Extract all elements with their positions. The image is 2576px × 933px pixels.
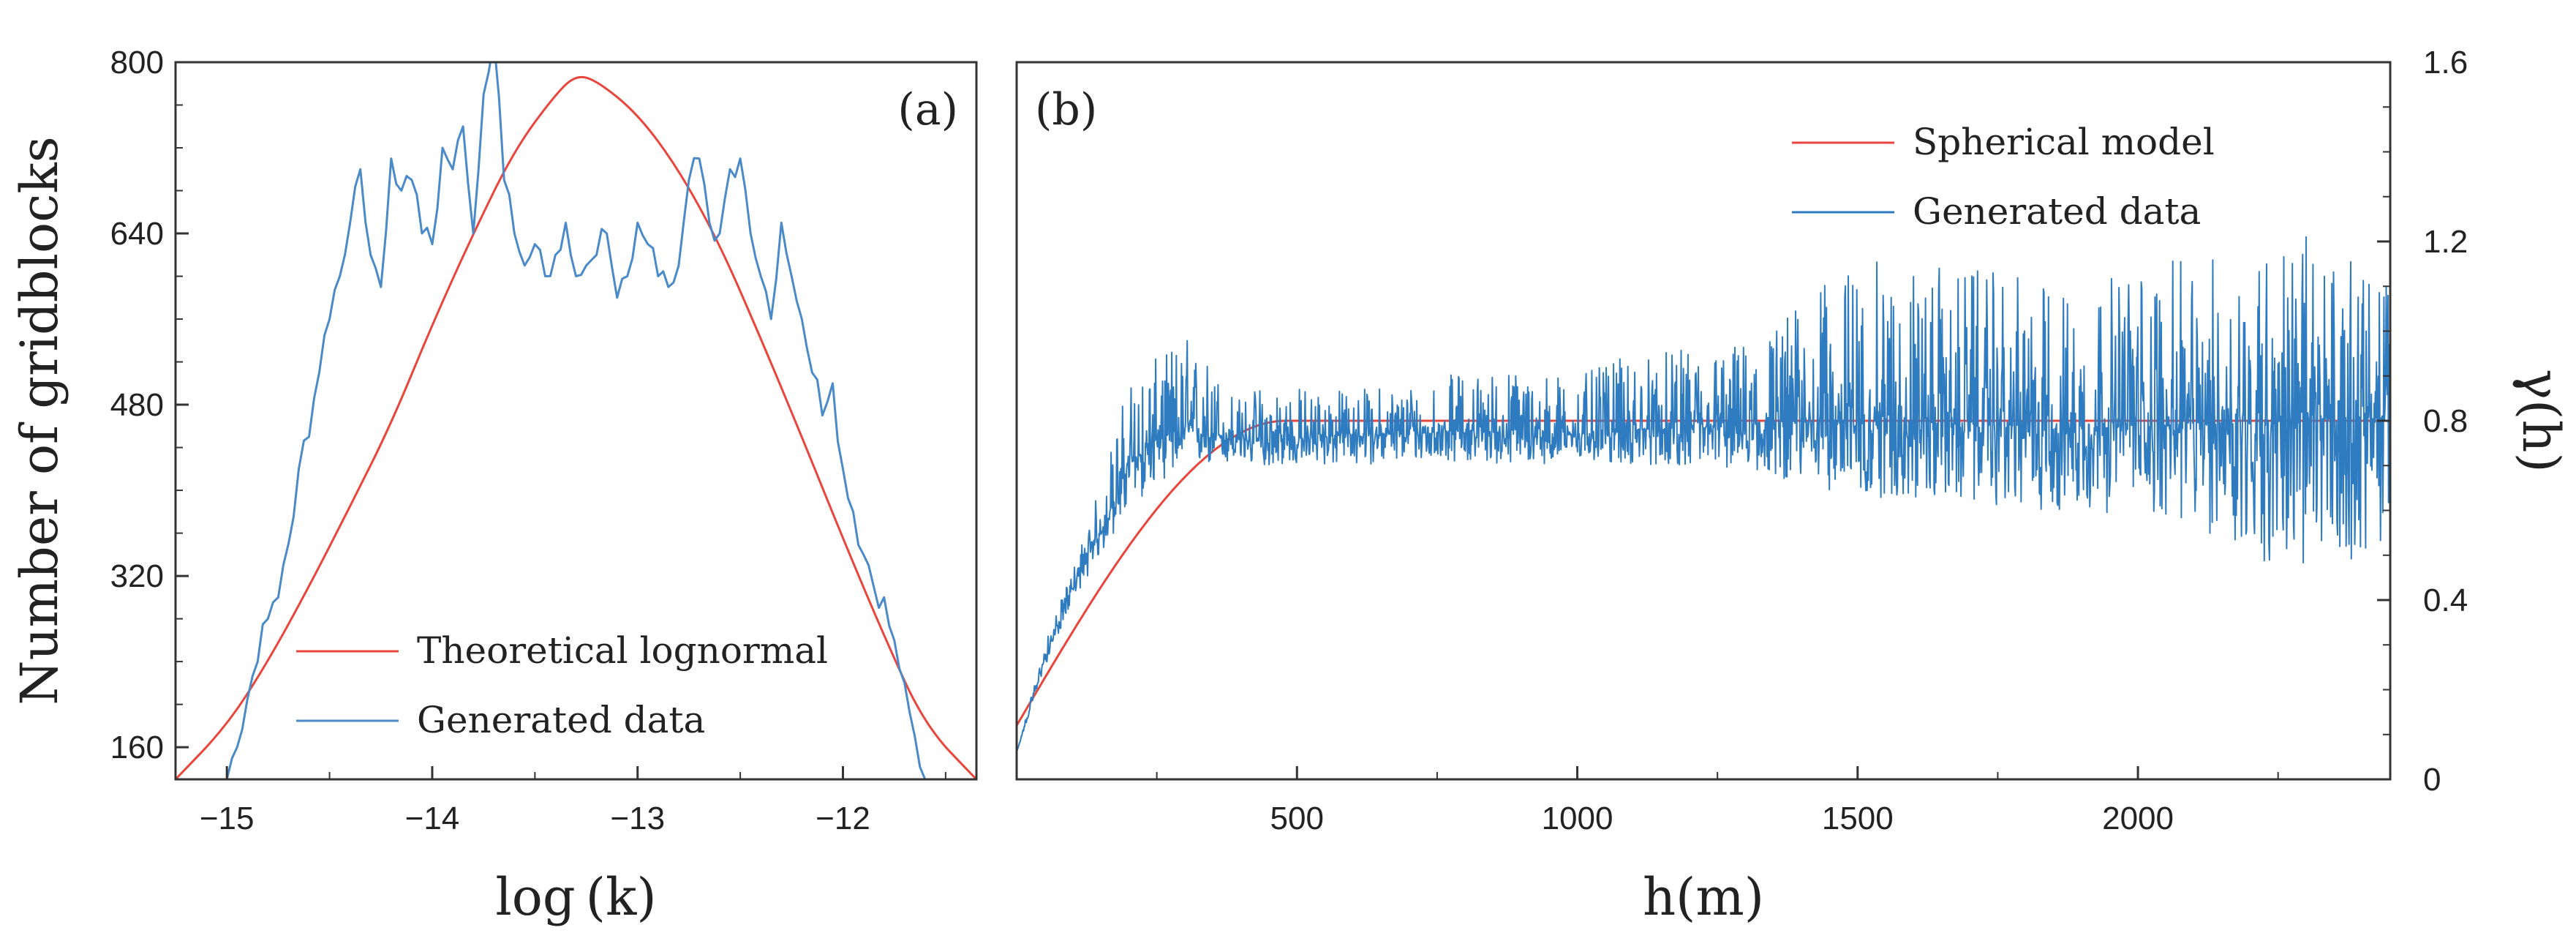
x-tick-label: 500 [1270,801,1324,836]
y-tick-label: 160 [110,730,164,765]
plot-frame [174,61,978,781]
panel-b-chart: 500 1000 1500 2000 0 0.4 0.8 1.2 1.6 h(m) γ(h) (b) S… [1015,45,2571,927]
legend-label: Theoretical lognormal [417,629,828,672]
y-axis-title: Number of gridblocks [10,136,69,705]
legend-label: Generated data [417,699,705,741]
series-line-2 [1017,236,2390,753]
y-tick-label: 1.6 [2423,45,2468,80]
series-line-1 [1017,419,2390,727]
series-line-2 [225,62,927,779]
y-axis-title: γ(h) [2511,369,2571,473]
panel-label: (a) [897,84,958,135]
x-tick-label: 2000 [2102,801,2174,836]
legend-label: Generated data [1913,190,2201,233]
x-axis-title: log (k) [495,867,656,927]
x-tick-label: 1000 [1542,801,1613,836]
x-tick-label: −13 [610,801,665,836]
panel-a-chart: −15 −14 −13 −12 160 320 480 640 800 log (k) Number… [10,45,978,927]
y-tick-label: 800 [110,45,164,80]
x-tick-label: −12 [816,801,870,836]
y-tick-label: 640 [110,216,164,252]
x-tick-label: 1500 [1822,801,1894,836]
x-axis-title: h(m) [1643,867,1764,927]
legend-label: Spherical model [1913,121,2215,163]
y-tick-label: 1.2 [2423,224,2468,260]
y-tick-label: 0.4 [2423,582,2468,618]
y-tick-label: 480 [110,387,164,423]
y-tick-label: 0 [2423,762,2441,798]
panel-label: (b) [1035,84,1097,135]
series-line-1 [176,75,976,779]
y-tick-label: 320 [110,558,164,594]
x-tick-label: −15 [200,801,255,836]
x-tick-label: −14 [405,801,460,836]
y-tick-label: 0.8 [2423,403,2468,439]
